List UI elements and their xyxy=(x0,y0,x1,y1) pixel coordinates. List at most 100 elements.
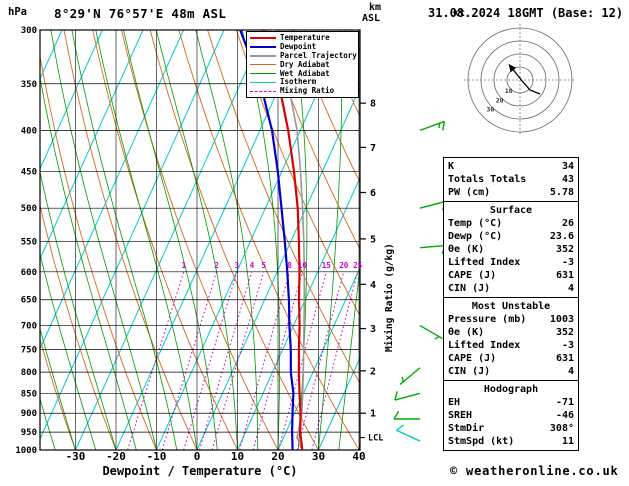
index-value: 631 xyxy=(555,353,574,364)
temperature-curve xyxy=(261,30,304,450)
indices-section: K 34 Totals Totals 43 PW (cm) 5.78 xyxy=(443,157,579,202)
index-row: CAPE (J) 631 xyxy=(448,269,574,282)
wind-barb xyxy=(399,367,421,386)
skewt-chart: 1 2 3 4 5 8 10 15 20 2530035040045050055060065070… xyxy=(15,26,445,463)
index-value: 23.6 xyxy=(549,231,574,242)
index-value: 11 xyxy=(561,436,574,447)
index-value: -3 xyxy=(561,340,574,351)
svg-text:0: 0 xyxy=(194,450,201,463)
svg-text:600: 600 xyxy=(21,268,37,278)
wind-barb xyxy=(394,391,421,401)
mixing-ratio-lines xyxy=(127,271,359,450)
indices-section-hodograph: Hodograph EH -71 SREH -46 StmDir 308° StmSpd (k… xyxy=(443,380,579,451)
index-row: PW (cm) 5.78 xyxy=(448,186,574,199)
legend-label: Mixing Ratio xyxy=(280,86,335,96)
svg-text:LCL: LCL xyxy=(368,434,383,444)
wind-barb xyxy=(419,324,443,340)
svg-text:10: 10 xyxy=(231,450,244,463)
chart-legend: Temperature Dewpoint Parcel Trajectory Dry … xyxy=(246,31,359,98)
svg-text:8: 8 xyxy=(370,99,376,110)
svg-text:1: 1 xyxy=(182,261,187,270)
hodograph-ring-label: 20 xyxy=(496,96,504,104)
chart-lines xyxy=(40,30,360,450)
legend-temperature-line xyxy=(250,37,276,40)
index-row: θe (K) 352 xyxy=(448,243,574,256)
mixing-ratio-value-labels: 1 2 3 4 5 8 10 15 20 25 xyxy=(182,261,363,270)
index-value: -3 xyxy=(561,257,574,268)
svg-text:5: 5 xyxy=(261,261,266,270)
index-label: K xyxy=(448,161,455,172)
svg-text:40: 40 xyxy=(352,450,365,463)
index-row: Totals Totals 43 xyxy=(448,173,574,186)
hodograph-unit-label: kt xyxy=(453,8,466,19)
wind-barb xyxy=(419,244,445,254)
index-row: Lifted Index -3 xyxy=(448,256,574,269)
index-value: 631 xyxy=(555,270,574,281)
index-label: CIN (J) xyxy=(448,366,491,377)
wind-barb xyxy=(419,120,445,132)
legend-wet-adiabat-line xyxy=(250,73,276,75)
wind-barb xyxy=(419,200,445,211)
svg-text:450: 450 xyxy=(21,167,37,177)
svg-text:-30: -30 xyxy=(66,450,86,463)
index-row: θe (K) 352 xyxy=(448,326,574,339)
legend-row: Isotherm xyxy=(250,78,355,87)
parcel-trajectory-curve xyxy=(271,30,306,450)
svg-text:-20: -20 xyxy=(106,450,126,463)
svg-text:4: 4 xyxy=(370,280,376,291)
svg-text:5: 5 xyxy=(370,234,376,245)
svg-text:500: 500 xyxy=(21,204,37,214)
svg-text:6: 6 xyxy=(370,188,376,199)
index-value: -46 xyxy=(555,410,574,421)
index-label: CAPE (J) xyxy=(448,270,497,281)
svg-text:3: 3 xyxy=(235,261,240,270)
legend-label: Dewpoint xyxy=(280,42,317,52)
index-value: 4 xyxy=(567,283,574,294)
index-label: θe (K) xyxy=(448,244,485,255)
index-label: Lifted Index xyxy=(448,340,521,351)
svg-text:7: 7 xyxy=(370,143,376,154)
index-label: Totals Totals xyxy=(448,174,527,185)
pressure-axis-labels: 300 350 400 450 500 550 600 650 700 750 800 850 900 9… xyxy=(15,26,37,456)
index-label: EH xyxy=(448,397,461,408)
index-row: EH -71 xyxy=(448,396,574,409)
section-title: Most Unstable xyxy=(471,301,551,312)
hodograph-ring xyxy=(506,66,534,94)
index-value: 4 xyxy=(567,366,574,377)
altitude-unit-km-label: km xyxy=(369,2,382,13)
indices-section-most-unstable: Most Unstable Pressure (mb) 1003 θe (K) 352 L… xyxy=(443,297,579,381)
legend-dry-adiabat-line xyxy=(250,64,276,66)
legend-label: Isotherm xyxy=(280,77,317,87)
wind-barb xyxy=(393,410,420,420)
svg-text:2: 2 xyxy=(370,366,376,377)
index-value: -71 xyxy=(555,397,574,408)
index-label: Temp (°C) xyxy=(448,218,503,229)
index-value: 352 xyxy=(555,244,574,255)
svg-text:25: 25 xyxy=(353,261,362,270)
svg-text:750: 750 xyxy=(21,346,37,356)
index-value: 308° xyxy=(549,423,574,434)
index-row: SREH -46 xyxy=(448,409,574,422)
legend-row: Parcel Trajectory xyxy=(250,51,357,61)
index-value: 43 xyxy=(561,174,574,185)
index-value: 5.78 xyxy=(549,187,574,198)
svg-text:400: 400 xyxy=(21,126,37,136)
svg-text:800: 800 xyxy=(21,368,37,378)
dewpoint-curve xyxy=(239,30,295,450)
svg-text:1: 1 xyxy=(370,409,376,420)
legend-label: Wet Adiabat xyxy=(280,68,330,78)
index-row: K 34 xyxy=(448,160,574,173)
index-row: CIN (J) 4 xyxy=(448,282,574,295)
index-row: StmDir 308° xyxy=(448,422,574,435)
svg-text:-10: -10 xyxy=(147,450,167,463)
index-label: Lifted Index xyxy=(448,257,521,268)
svg-text:950: 950 xyxy=(21,428,37,438)
station-title: 8°29'N 76°57'E 48m ASL xyxy=(54,6,227,21)
svg-text:3: 3 xyxy=(370,324,376,335)
index-label: StmDir xyxy=(448,423,485,434)
svg-text:900: 900 xyxy=(21,409,37,419)
index-value: 1003 xyxy=(549,314,574,325)
legend-row: Wet Adiabat xyxy=(250,69,355,78)
section-title: Hodograph xyxy=(483,384,539,395)
